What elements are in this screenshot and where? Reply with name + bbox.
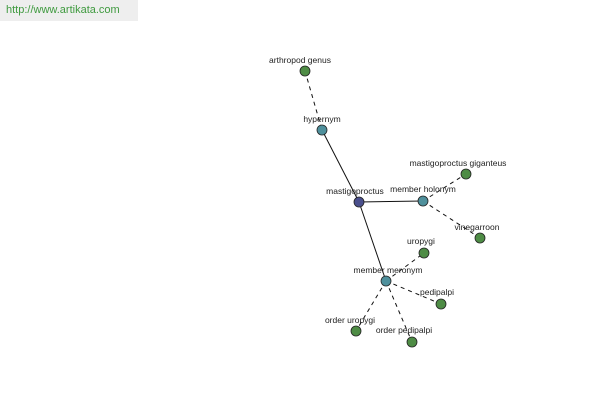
node[interactable]	[460, 168, 472, 180]
node-label: mastigoproctus giganteus	[410, 158, 507, 168]
node[interactable]	[435, 298, 447, 310]
edge	[358, 200, 424, 203]
edge	[422, 200, 481, 239]
node-label: arthropod genus	[269, 55, 331, 65]
node-label: member meronym	[354, 265, 423, 275]
edge	[385, 280, 442, 305]
node-label: pedipalpi	[420, 287, 454, 297]
node-label: order pedipalpi	[376, 325, 432, 335]
edge	[358, 201, 387, 282]
site-url[interactable]: http://www.artikata.com	[0, 0, 138, 21]
node[interactable]	[316, 124, 328, 136]
node[interactable]	[350, 325, 362, 337]
edge	[304, 70, 323, 131]
edge	[355, 280, 387, 332]
node-label: order uropygi	[325, 315, 375, 325]
node-label: member holonym	[390, 184, 456, 194]
node[interactable]	[406, 336, 418, 348]
node-label: uropygi	[407, 236, 435, 246]
node[interactable]	[474, 232, 486, 244]
node-label: mastigoproctus	[326, 186, 384, 196]
node[interactable]	[380, 275, 392, 287]
edge	[321, 129, 360, 203]
node-label: vinegarroon	[455, 222, 500, 232]
node[interactable]	[299, 65, 311, 77]
node[interactable]	[418, 247, 430, 259]
edge	[385, 280, 413, 343]
edge	[422, 173, 467, 202]
node[interactable]	[353, 196, 365, 208]
node-label: hypernym	[303, 114, 340, 124]
node[interactable]	[417, 195, 429, 207]
